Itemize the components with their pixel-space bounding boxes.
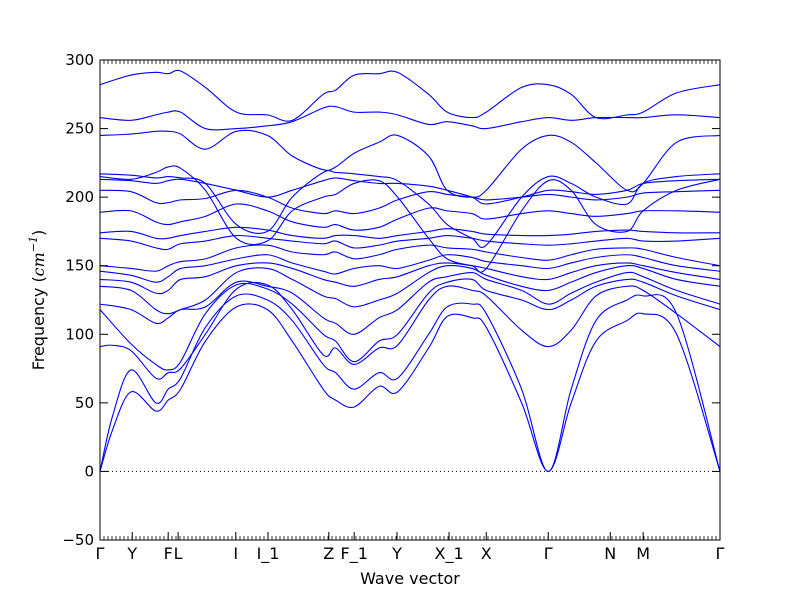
phonon-branch-18 bbox=[99, 105, 721, 131]
y-tick-label: 200 bbox=[65, 188, 94, 206]
high-symmetry-label: I bbox=[233, 544, 238, 563]
phonon-branch-17 bbox=[99, 129, 721, 198]
phonon-branch-9 bbox=[99, 244, 721, 272]
plot-area bbox=[99, 69, 721, 472]
high-symmetry-label: N bbox=[604, 544, 616, 563]
y-axis-label-unit: cm bbox=[29, 252, 48, 276]
high-symmetry-label: L bbox=[174, 544, 183, 563]
phonon-branch-2 bbox=[99, 293, 721, 472]
y-tick-label: 100 bbox=[65, 325, 94, 343]
high-symmetry-label: F bbox=[164, 544, 173, 563]
y-axis-label: Frequency (cm−1) bbox=[27, 230, 48, 371]
high-symmetry-label: Γ bbox=[716, 544, 725, 563]
y-tick-label: 250 bbox=[65, 120, 94, 138]
high-symmetry-label: Γ bbox=[96, 544, 105, 563]
y-tick-label: 50 bbox=[75, 394, 94, 412]
high-symmetry-label: M bbox=[636, 544, 650, 563]
phonon-branch-6 bbox=[99, 264, 721, 315]
y-tick-label: 300 bbox=[65, 51, 94, 69]
y-tick-label: −50 bbox=[62, 531, 94, 549]
y-tick-label: 150 bbox=[65, 257, 94, 275]
phonon-branch-14 bbox=[99, 177, 721, 205]
phonon-branch-8 bbox=[99, 254, 721, 283]
phonon-branch-15 bbox=[99, 170, 721, 248]
y-axis: −50 0 50 100 150 200 250 300 bbox=[62, 51, 720, 549]
high-symmetry-label: Y bbox=[126, 544, 137, 563]
phonon-branch-4 bbox=[99, 278, 721, 371]
phonon-branch-12 bbox=[99, 203, 721, 231]
phonon-branch-7 bbox=[99, 262, 721, 295]
axes-frame bbox=[99, 59, 721, 541]
phonon-branch-11 bbox=[99, 226, 721, 240]
high-symmetry-label: I_1 bbox=[257, 544, 280, 564]
x-axis: Γ Y F L I I_1 Z F_1 Y X_1 X Γ N M Γ bbox=[96, 60, 725, 564]
phonon-branch-16 bbox=[99, 165, 721, 273]
x-axis-label: Wave vector bbox=[360, 569, 460, 588]
y-tick-label: 0 bbox=[84, 462, 94, 480]
high-symmetry-label: Y bbox=[391, 544, 402, 563]
high-symmetry-label: X_1 bbox=[434, 544, 463, 564]
y-axis-label-suffix: ) bbox=[29, 230, 48, 236]
y-axis-label-prefix: Frequency ( bbox=[29, 276, 48, 370]
phonon-branch-1 bbox=[99, 303, 721, 472]
y-axis-label-unit-exponent: −1 bbox=[27, 236, 40, 252]
phonon-branch-10 bbox=[99, 234, 721, 251]
phonon-branch-3 bbox=[99, 281, 721, 380]
high-symmetry-label: F_1 bbox=[341, 544, 368, 564]
high-symmetry-label: Z bbox=[323, 544, 334, 563]
high-symmetry-label: Γ bbox=[544, 544, 553, 563]
high-symmetry-label: X bbox=[481, 544, 492, 563]
phonon-branch-19 bbox=[99, 69, 721, 122]
phonon-branch-13 bbox=[99, 189, 721, 215]
